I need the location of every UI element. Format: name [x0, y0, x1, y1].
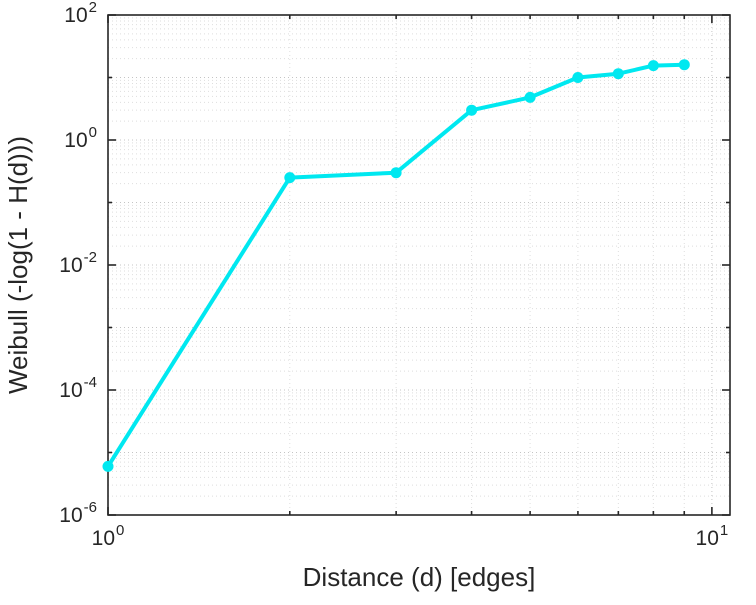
x-tick-label: 100 — [92, 522, 125, 550]
data-point-marker — [612, 68, 624, 80]
y-axis-label: Weibull (-log(1 - H(d))) — [3, 136, 33, 394]
tick-labels: 100 101 10-6 10-4 10-2 100 102 — [59, 0, 728, 550]
x-tick-label: 101 — [696, 522, 729, 550]
minor-grid-lines — [108, 15, 730, 515]
data-point-marker — [524, 91, 536, 103]
data-point-marker — [102, 460, 114, 472]
data-point-marker — [390, 167, 402, 179]
y-tick-label: 10-4 — [59, 374, 97, 402]
y-tick-label: 102 — [64, 0, 97, 27]
y-tick-label: 10-6 — [59, 499, 97, 527]
major-grid-lines — [108, 15, 730, 515]
x-axis-label: Distance (d) [edges] — [303, 562, 536, 592]
data-point-marker — [678, 59, 690, 71]
data-point-marker — [647, 60, 659, 72]
data-point-marker — [284, 172, 296, 184]
data-point-marker — [466, 104, 478, 116]
y-tick-label: 10-2 — [59, 249, 97, 277]
data-point-marker — [572, 72, 584, 83]
axes-border — [107, 14, 731, 516]
data-series — [102, 59, 690, 472]
y-tick-label: 100 — [64, 124, 97, 152]
